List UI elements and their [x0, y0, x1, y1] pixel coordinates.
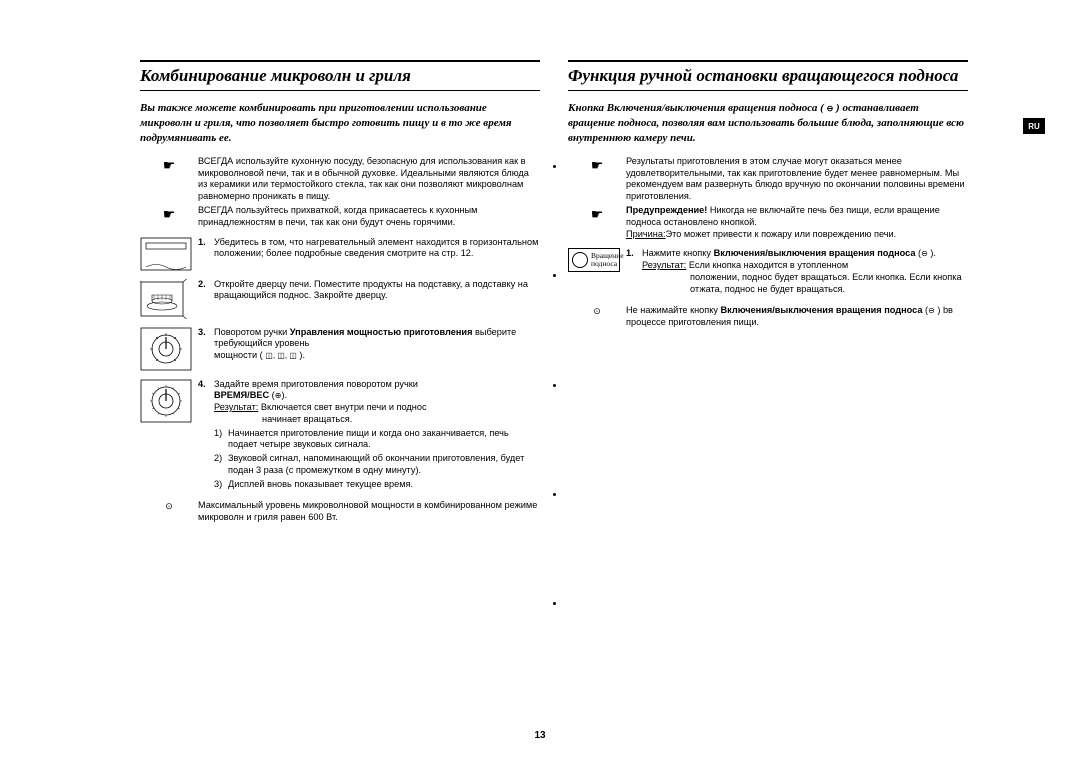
t: Включения/выключения вращения подноса — [721, 305, 923, 315]
right-heading: Функция ручной остановки вращающегося по… — [568, 66, 968, 86]
language-tab: RU — [1023, 118, 1045, 134]
t: ). — [297, 350, 305, 360]
step-figure-rotation-button: Вращение подноса — [568, 248, 626, 295]
t: Не нажимайте кнопку — [626, 305, 721, 315]
t: Начинается приготовление пищи и когда он… — [228, 428, 540, 452]
step-row: 2. Откройте дверцу печи. Поместите проду… — [140, 279, 540, 319]
bullet-text: ВСЕГДА пользуйтесь прихваткой, когда при… — [198, 205, 540, 229]
t: 3) — [214, 479, 228, 491]
step-figure-heater — [140, 237, 198, 271]
right-column: Функция ручной остановки вращающегося по… — [568, 60, 968, 524]
t: положении, поднос будет вращаться. Если … — [642, 272, 968, 296]
step-row: 3. Поворотом ручки Управления мощностью … — [140, 327, 540, 371]
bullet-row: ☛ Предупреждение! Никогда не включайте п… — [568, 205, 968, 240]
t: ). — [928, 248, 936, 258]
page: Комбинирование микроволн и гриля Вы такж… — [0, 0, 1080, 554]
step-number: 3. — [198, 327, 214, 371]
bullet-row: ☛ Результаты приготовления в этом случае… — [568, 156, 968, 203]
rotation-label: Вращение подноса — [591, 252, 624, 268]
substep: 2)Звуковой сигнал, напоминающий об оконч… — [214, 453, 540, 477]
step-figure-oven-open — [140, 279, 198, 319]
step-text: Убедитесь в том, что нагревательный элем… — [214, 237, 540, 271]
step-row: 4. Задайте время приготовления поворотом… — [140, 379, 540, 491]
rule-bottom — [568, 90, 968, 91]
t: Нажмите кнопку — [642, 248, 714, 258]
info-icon: ⊙ — [140, 500, 198, 524]
t: ). — [281, 390, 287, 400]
bullet-text: Предупреждение! Никогда не включайте печ… — [626, 205, 968, 240]
t: начинает вращаться. — [214, 414, 540, 426]
t: Управления мощностью приготовления — [290, 327, 473, 337]
note-row: ⊙ Максимальный уровень микроволновой мощ… — [140, 500, 540, 524]
t: 2) — [214, 453, 228, 477]
step-text: Откройте дверцу печи. Поместите продукты… — [214, 279, 540, 319]
step-text: Задайте время приготовления поворотом ру… — [214, 379, 540, 491]
step-figure-power-dial — [140, 327, 198, 371]
pointer-icon: ☛ — [568, 205, 626, 240]
turntable-icon: ⊖ — [928, 306, 935, 315]
t: 1) — [214, 428, 228, 452]
note-row: ⊙ Не нажимайте кнопку Включения/выключен… — [568, 305, 968, 329]
step-number: 1. — [198, 237, 214, 271]
rule-top — [568, 60, 968, 62]
step-number: 4. — [198, 379, 214, 491]
page-number: 13 — [0, 730, 1080, 741]
t: Поворотом ручки — [214, 327, 290, 337]
t: Если кнопка находится в утопленном — [686, 260, 848, 270]
bullet-row: ☛ ВСЕГДА пользуйтесь прихваткой, когда п… — [140, 205, 540, 229]
step-figure-timer-dial — [140, 379, 198, 491]
note-text: Максимальный уровень микроволновой мощно… — [198, 500, 540, 524]
substep: 1)Начинается приготовление пищи и когда … — [214, 428, 540, 452]
t: Включения/выключения вращения подноса — [714, 248, 916, 258]
t: Это может привести к пожару или поврежде… — [666, 229, 897, 239]
bullet-text: Результаты приготовления в этом случае м… — [626, 156, 968, 203]
mode-icon: ◫, ◫, ◫ — [265, 351, 297, 360]
t: Причина: — [626, 229, 666, 239]
t: Звуковой сигнал, напоминающий об окончан… — [228, 453, 540, 477]
bullet-text: ВСЕГДА используйте кухонную посуду, безо… — [198, 156, 540, 203]
t: Предупреждение! — [626, 205, 707, 215]
step-row: 1. Убедитесь в том, что нагревательный э… — [140, 237, 540, 271]
pointer-icon: ☛ — [140, 156, 198, 203]
bullet-row: ☛ ВСЕГДА используйте кухонную посуду, бе… — [140, 156, 540, 203]
left-column: Комбинирование микроволн и гриля Вы такж… — [140, 60, 540, 524]
t: Дисплей вновь показывает текущее время. — [228, 479, 413, 491]
step-text: Поворотом ручки Управления мощностью при… — [214, 327, 540, 371]
t: мощности ( — [214, 350, 265, 360]
step-number: 1. — [626, 248, 642, 295]
pointer-icon: ☛ — [568, 156, 626, 203]
pointer-icon: ☛ — [140, 205, 198, 229]
left-intro: Вы также можете комбинировать при пригот… — [140, 101, 540, 146]
t: ВРЕМЯ/ВЕС — [214, 390, 269, 400]
column-divider — [554, 165, 555, 605]
step-number: 2. — [198, 279, 214, 319]
step-row: Вращение подноса 1. Нажмите кнопку Включ… — [568, 248, 968, 295]
right-intro: Кнопка Включения/выключения вращения под… — [568, 101, 968, 146]
t: Кнопка Включения/выключения вращения под… — [568, 102, 827, 114]
rule-top — [140, 60, 540, 62]
substep: 3)Дисплей вновь показывает текущее время… — [214, 479, 540, 491]
turntable-icon: ⊖ — [921, 249, 928, 258]
note-text: Не нажимайте кнопку Включения/выключения… — [626, 305, 968, 329]
t: Результат: — [642, 260, 686, 270]
left-heading: Комбинирование микроволн и гриля — [140, 66, 540, 86]
t: Включается свет внутри печи и поднос — [258, 402, 426, 412]
info-icon: ⊙ — [568, 305, 626, 329]
t: Результат: — [214, 402, 258, 412]
t: Задайте время приготовления поворотом ру… — [214, 379, 418, 389]
step-text: Нажмите кнопку Включения/выключения вращ… — [642, 248, 968, 295]
rule-bottom — [140, 90, 540, 91]
